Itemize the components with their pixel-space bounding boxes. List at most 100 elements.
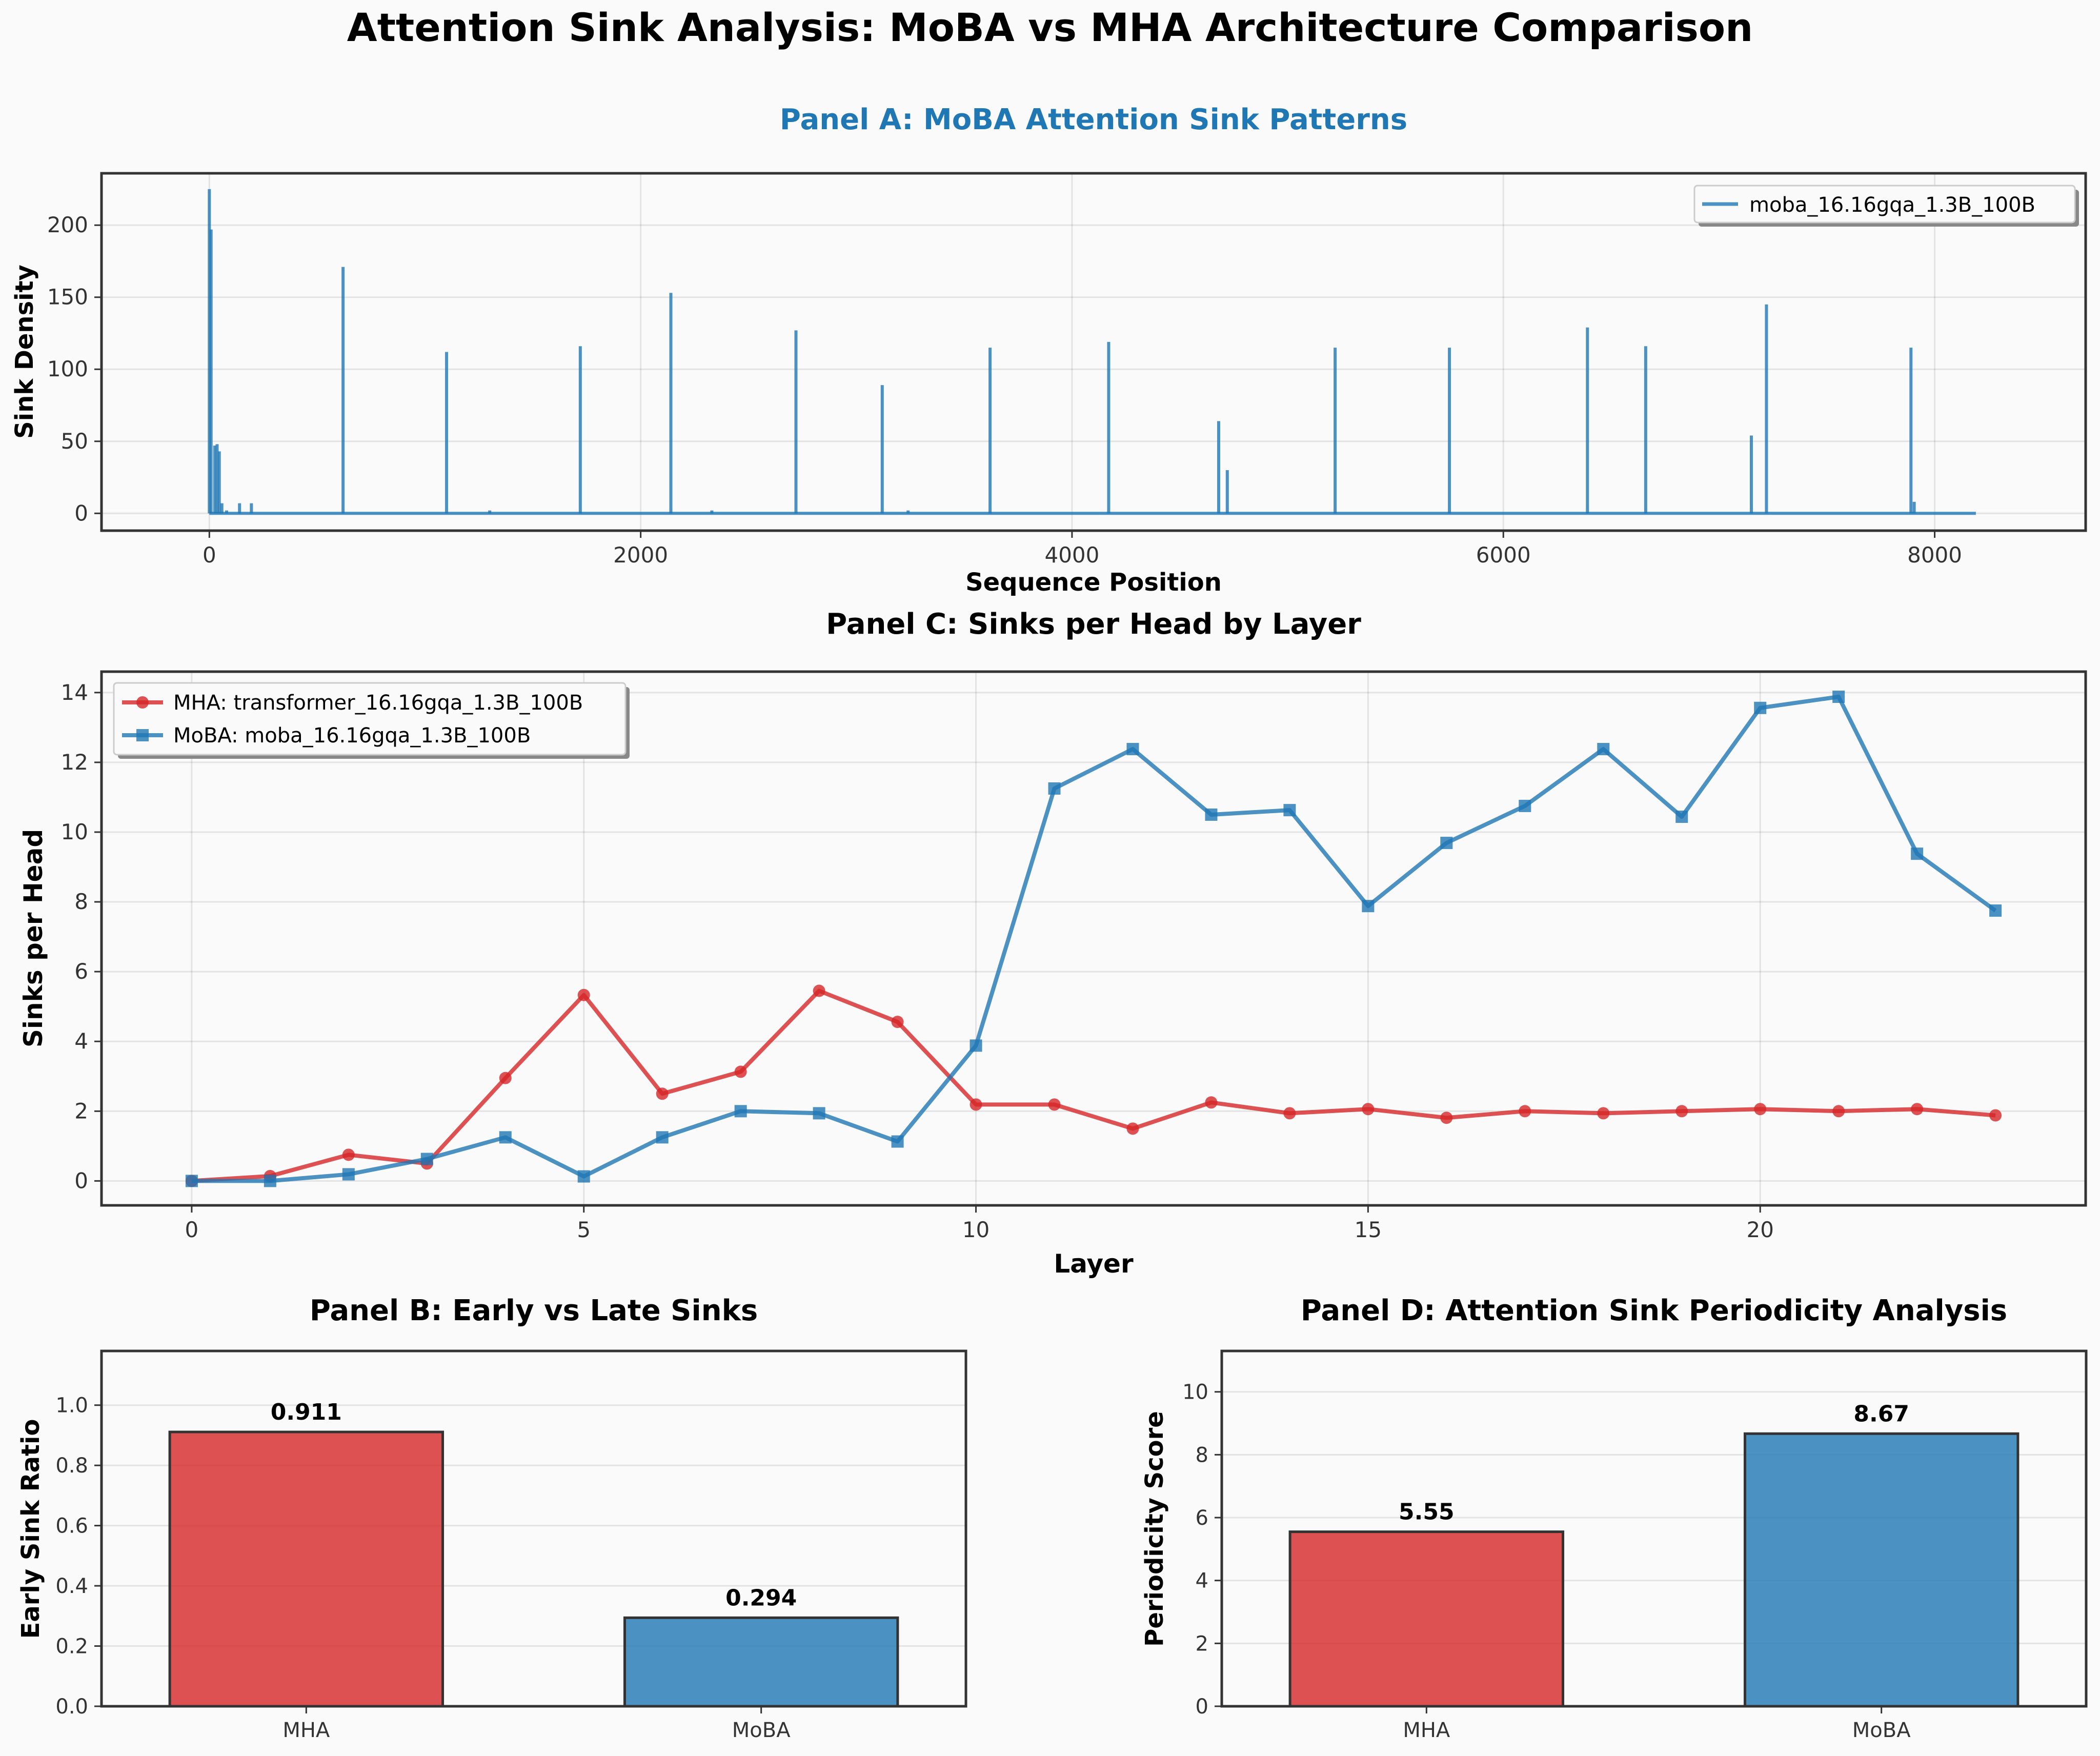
panel-a-ytick-label-0: 0 (74, 500, 88, 526)
series-moba-point-10 (970, 1039, 982, 1052)
series-moba-point-23 (1989, 904, 2002, 917)
series-mha-point-8 (813, 984, 825, 997)
panel-d-title: Panel D: Attention Sink Periodicity Anal… (1301, 1294, 2007, 1327)
panel-b-bar-moba (623, 1616, 899, 1708)
panel-a: Panel A: MoBA Attention Sink Patterns 0 2… (10, 103, 2087, 597)
panel-c-xtick-label-4: 20 (1746, 1217, 1773, 1242)
panel-b-ytick-label-3: 0.6 (55, 1515, 88, 1538)
panel-a-ytick-label-4: 200 (47, 212, 88, 237)
panel-b-ticks: 0.0 0.2 0.4 0.6 0.8 1.0 MHA MoBA (55, 1394, 791, 1742)
series-moba-point-22 (1911, 847, 1924, 860)
figure-title: Attention Sink Analysis: MoBA vs MHA Arc… (347, 5, 1753, 50)
panel-c-xtick-label-2: 10 (962, 1217, 990, 1242)
panel-c: Panel C: Sinks per Head by Layer 0 5 10 15 2… (18, 608, 2087, 1279)
panel-a-xtick-label-3: 6000 (1476, 542, 1531, 568)
panel-a-ylabel: Sink Density (10, 265, 39, 439)
panel-b-value-label-moba: 0.294 (725, 1585, 797, 1611)
series-moba-point-0 (185, 1175, 198, 1187)
series-mha-point-18 (1597, 1107, 1610, 1120)
panel-c-ytick-label-4: 8 (74, 889, 88, 914)
series-moba-point-7 (734, 1105, 747, 1118)
series-moba-point-5 (577, 1170, 590, 1183)
panel-c-xlabel: Layer (1054, 1249, 1134, 1279)
series-moba-point-2 (342, 1168, 355, 1181)
panel-c-ytick-label-1: 2 (74, 1098, 88, 1123)
series-moba-point-1 (264, 1175, 276, 1187)
series-moba-point-16 (1440, 837, 1453, 850)
panel-c-ytick-label-3: 6 (74, 959, 88, 984)
series-moba-point-3 (420, 1153, 433, 1165)
panel-a-legend-label: moba_16.16gqa_1.3B_100B (1749, 193, 2035, 217)
series-mha-point-6 (656, 1087, 669, 1100)
panel-b-xtick-label-mha: MHA (282, 1719, 330, 1742)
panel-d-xtick-label-mha: MHA (1403, 1719, 1450, 1742)
panel-c-legend-marker-mha (136, 696, 149, 709)
panel-b-frame (100, 1349, 967, 1708)
series-moba-point-4 (499, 1131, 512, 1144)
panel-b-ytick-label-4: 0.8 (55, 1454, 88, 1478)
panel-d-ytick-label-5: 10 (1182, 1381, 1208, 1404)
panel-d-ylabel: Periodicity Score (1140, 1411, 1169, 1647)
panel-b-title: Panel B: Early vs Late Sinks (310, 1294, 758, 1327)
panel-d-xtick-label-moba: MoBA (1852, 1719, 1911, 1742)
series-moba-point-6 (656, 1131, 669, 1144)
series-mha-point-4 (499, 1072, 512, 1084)
panel-c-xtick-label-1: 5 (577, 1217, 591, 1242)
series-mha-point-7 (734, 1065, 747, 1078)
panel-c-ytick-label-2: 4 (74, 1028, 88, 1054)
panel-c-legend-box (113, 682, 627, 756)
panel-a-ticks: 0 2000 4000 6000 8000 0 50 100 150 200 (47, 212, 1962, 568)
panel-d-value-label-mha: 5.55 (1399, 1499, 1455, 1525)
series-mha-point-13 (1205, 1096, 1218, 1109)
panel-b-value-label-mha: 0.911 (271, 1399, 342, 1425)
series-mha-point-10 (970, 1098, 982, 1111)
series-mha-point-19 (1675, 1105, 1688, 1118)
panel-c-legend-label-moba: MoBA: moba_16.16gqa_1.3B_100B (173, 724, 531, 748)
panel-c-ytick-label-6: 12 (61, 750, 88, 775)
panel-b-ytick-label-2: 0.4 (55, 1575, 88, 1598)
series-mha-point-15 (1362, 1103, 1375, 1116)
panel-b-bar-mha (168, 1430, 445, 1708)
panel-a-xtick-label-1: 2000 (613, 542, 668, 568)
panel-c-title: Panel C: Sinks per Head by Layer (826, 608, 1361, 641)
panel-b-ylabel: Early Sink Ratio (16, 1419, 45, 1639)
panel-b-ytick-label-5: 1.0 (55, 1394, 88, 1418)
panel-a-xtick-label-0: 0 (203, 542, 216, 568)
series-moba-point-17 (1519, 799, 1531, 812)
panel-c-ytick-label-5: 10 (61, 819, 88, 844)
panel-d: Panel D: Attention Sink Periodicity Anal… (1140, 1294, 2088, 1742)
series-mha-point-17 (1519, 1105, 1531, 1118)
panel-b-xtick-label-moba: MoBA (732, 1719, 791, 1742)
panel-a-legend: moba_16.16gqa_1.3B_100B (1693, 185, 2079, 227)
panel-d-bar-mha (1288, 1530, 1565, 1708)
panel-a-xlabel: Sequence Position (965, 568, 1222, 597)
panel-d-bar-moba (1743, 1432, 2020, 1708)
series-moba-line (191, 694, 1997, 1183)
panel-d-ytick-label-1: 2 (1196, 1632, 1208, 1656)
panel-c-ylabel: Sinks per Head (18, 829, 48, 1047)
panel-a-ytick-label-3: 150 (47, 285, 88, 310)
panel-b-ytick-label-0: 0.0 (55, 1695, 88, 1719)
panel-a-title: Panel A: MoBA Attention Sink Patterns (780, 103, 1407, 136)
series-moba-point-12 (1126, 743, 1139, 756)
series-moba-point-8 (813, 1107, 825, 1120)
panel-d-ytick-label-2: 4 (1196, 1569, 1208, 1593)
panel-c-ytick-label-7: 14 (61, 680, 88, 705)
series-moba-point-9 (891, 1135, 904, 1148)
panel-c-ytick-label-0: 0 (74, 1168, 88, 1193)
panel-d-ticks: 0 2 4 6 8 10 MHA MoBA (1182, 1381, 1911, 1742)
series-mha-point-16 (1440, 1112, 1453, 1124)
panel-a-xtick-label-2: 4000 (1044, 542, 1099, 568)
series-moba-point-11 (1048, 782, 1061, 795)
panel-a-marks (208, 189, 1976, 515)
series-moba-point-14 (1283, 804, 1296, 817)
panel-c-xtick-label-3: 15 (1355, 1217, 1382, 1242)
panel-d-marks: 5.55 8.67 (1288, 1401, 2020, 1708)
panel-c-xtick-label-0: 0 (185, 1217, 199, 1242)
series-mha-point-9 (891, 1016, 904, 1028)
series-mha-point-11 (1048, 1098, 1061, 1111)
panel-d-ytick-label-4: 8 (1196, 1443, 1208, 1467)
series-mha-line (191, 988, 1996, 1183)
series-mha-point-5 (577, 988, 590, 1001)
